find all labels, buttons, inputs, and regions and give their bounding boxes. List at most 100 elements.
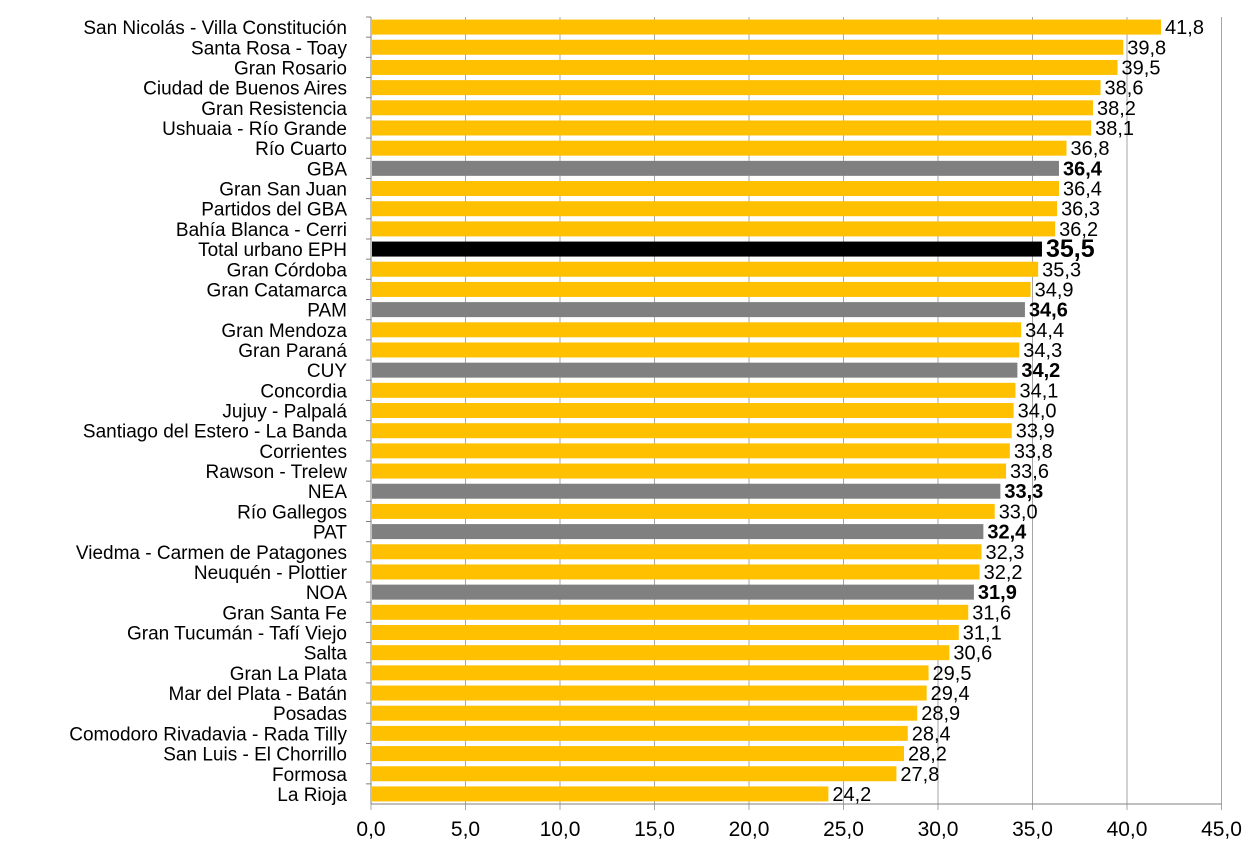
category-label: Gran Paraná bbox=[238, 341, 347, 362]
x-tick-label: 25,0 bbox=[823, 818, 864, 841]
bar-city bbox=[372, 140, 1067, 156]
x-tick-label: 15,0 bbox=[634, 818, 675, 841]
x-tick-label: 40,0 bbox=[1107, 818, 1148, 841]
category-label: Santiago del Estero - La Banda bbox=[83, 422, 348, 443]
bar-city bbox=[372, 322, 1022, 338]
bar-city bbox=[372, 261, 1039, 277]
bar-city bbox=[372, 705, 918, 721]
bar-city bbox=[372, 221, 1056, 237]
value-label: 33,0 bbox=[999, 501, 1038, 523]
category-label: Partidos del GBA bbox=[201, 200, 347, 221]
x-tick-label: 10,0 bbox=[540, 818, 581, 841]
category-label: Salta bbox=[304, 644, 348, 665]
value-label: 33,6 bbox=[1010, 461, 1049, 483]
bar-city bbox=[372, 665, 929, 681]
value-label: 34,9 bbox=[1035, 279, 1074, 301]
bar-city bbox=[372, 685, 927, 701]
bar-city bbox=[372, 645, 950, 661]
bar-region bbox=[372, 160, 1059, 176]
category-label: Posadas bbox=[273, 704, 347, 725]
bar-city bbox=[372, 624, 959, 640]
category-label: Total urbano EPH bbox=[198, 240, 347, 261]
bars bbox=[372, 19, 1162, 802]
category-label: NOA bbox=[306, 583, 348, 604]
category-label: Bahía Blanca - Cerri bbox=[176, 220, 347, 241]
bar-city bbox=[372, 564, 980, 580]
bar-city bbox=[372, 604, 969, 620]
value-label: 36,3 bbox=[1061, 199, 1100, 221]
value-label: 34,0 bbox=[1018, 401, 1057, 423]
category-label: San Luis - El Chorrillo bbox=[163, 745, 347, 766]
x-tick-labels: 0,0 5,0 10,0 15,0 20,0 25,0 30,0 35,0 40,0 45,0 bbox=[356, 818, 1242, 841]
value-label: 28,4 bbox=[912, 723, 951, 745]
category-label: Gran Tucumán - Tafí Viejo bbox=[127, 623, 347, 644]
category-label: NEA bbox=[308, 482, 347, 503]
value-label: 35,3 bbox=[1042, 259, 1081, 281]
value-label: 36,8 bbox=[1071, 138, 1110, 160]
bar-city bbox=[372, 59, 1118, 75]
category-label: Ushuaia - Río Grande bbox=[162, 119, 347, 140]
value-label: 31,9 bbox=[978, 582, 1017, 604]
bar-city bbox=[372, 725, 908, 741]
bar-city bbox=[372, 544, 982, 560]
category-label: Gran Resistencia bbox=[201, 99, 347, 120]
bar-city bbox=[372, 39, 1124, 55]
value-label: 36,4 bbox=[1063, 158, 1103, 180]
category-label: Mar del Plata - Batán bbox=[169, 684, 347, 705]
bar-city bbox=[372, 766, 897, 782]
value-label: 33,9 bbox=[1016, 421, 1055, 443]
value-label: 32,4 bbox=[987, 522, 1027, 544]
bar-city bbox=[372, 463, 1007, 479]
bar-city bbox=[372, 342, 1020, 358]
bar-city bbox=[372, 443, 1010, 459]
value-label: 31,1 bbox=[963, 622, 1002, 644]
axes bbox=[366, 16, 1222, 811]
bar-city bbox=[372, 403, 1014, 419]
value-label: 38,2 bbox=[1097, 98, 1136, 120]
category-label: Jujuy - Palpalá bbox=[222, 402, 347, 423]
category-label: Río Gallegos bbox=[237, 502, 347, 523]
bar-city bbox=[372, 382, 1016, 398]
bar-city bbox=[372, 281, 1031, 297]
bar-total bbox=[372, 241, 1042, 257]
value-label: 24,2 bbox=[832, 784, 871, 806]
category-label: GBA bbox=[307, 159, 347, 180]
category-label: La Rioja bbox=[277, 785, 347, 806]
value-label: 35,5 bbox=[1046, 235, 1095, 263]
x-tick-label: 0,0 bbox=[356, 818, 385, 841]
category-label: Viedma - Carmen de Patagones bbox=[76, 543, 347, 564]
bar-region bbox=[372, 483, 1001, 499]
value-label: 32,3 bbox=[985, 542, 1024, 564]
value-label: 32,2 bbox=[984, 562, 1023, 584]
value-label: 29,4 bbox=[931, 683, 970, 705]
category-label: Comodoro Rivadavia - Rada Tilly bbox=[69, 724, 347, 745]
value-label: 28,2 bbox=[908, 744, 947, 766]
value-label: 30,6 bbox=[953, 643, 992, 665]
category-label: PAM bbox=[307, 301, 347, 322]
category-label: PAT bbox=[313, 523, 348, 544]
category-label: Concordia bbox=[260, 381, 347, 402]
category-label: Gran Córdoba bbox=[227, 260, 348, 281]
value-label: 27,8 bbox=[900, 764, 939, 786]
x-tick-label: 30,0 bbox=[918, 818, 959, 841]
bar-region bbox=[372, 362, 1018, 378]
category-label: Gran Mendoza bbox=[221, 321, 347, 342]
bar-city bbox=[372, 120, 1092, 136]
category-label: Corrientes bbox=[259, 442, 347, 463]
category-label: Rawson - Trelew bbox=[206, 462, 348, 483]
x-tick-label: 35,0 bbox=[1012, 818, 1053, 841]
bar-city bbox=[372, 746, 904, 762]
category-label: Neuquén - Plottier bbox=[194, 563, 348, 584]
value-label: 29,5 bbox=[933, 663, 972, 685]
value-label: 38,6 bbox=[1105, 78, 1144, 100]
value-label: 39,5 bbox=[1122, 57, 1161, 79]
category-label: Gran Santa Fe bbox=[222, 603, 347, 624]
bar-city bbox=[372, 19, 1162, 35]
category-label: San Nicolás - Villa Constitución bbox=[83, 18, 347, 39]
value-label: 34,6 bbox=[1029, 300, 1068, 322]
bar-region bbox=[372, 524, 984, 540]
bar-city bbox=[372, 201, 1058, 217]
bar-region bbox=[372, 302, 1025, 318]
value-label: 41,8 bbox=[1165, 17, 1204, 39]
value-label: 33,3 bbox=[1004, 481, 1043, 503]
